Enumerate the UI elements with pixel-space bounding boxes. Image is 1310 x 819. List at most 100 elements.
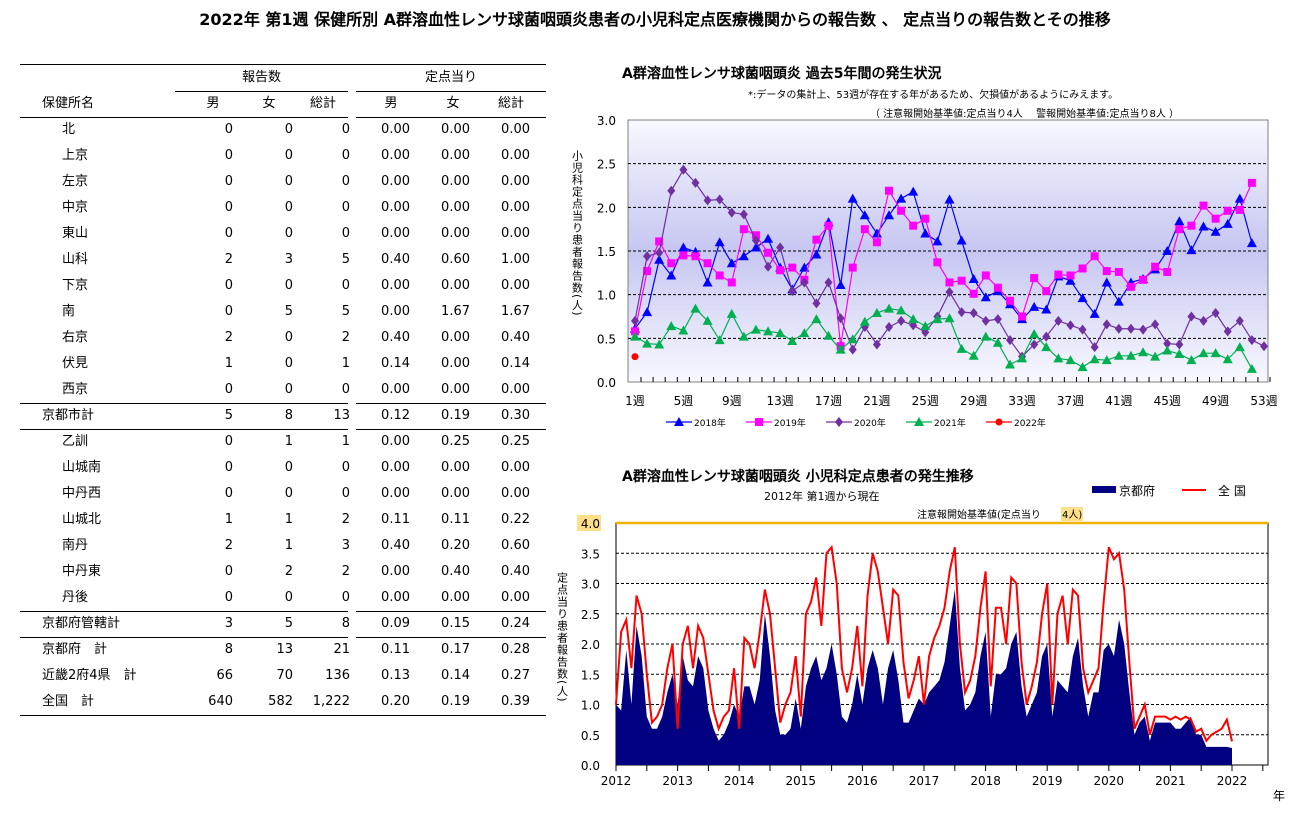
data-point (1211, 308, 1220, 319)
row-value: 3 (341, 538, 350, 553)
row-value: 0 (224, 200, 233, 215)
data-point (1139, 324, 1148, 335)
legend-marker (755, 418, 763, 426)
y-axis-label: 小児科定点当り患者報告数(人) (571, 150, 584, 317)
data-point (824, 277, 833, 288)
data-point (896, 193, 907, 203)
data-point (1053, 353, 1064, 363)
row-value: 0.60 (501, 538, 530, 553)
page-title: 2022年 第1週 保健所別 A群溶血性レンサ球菌咽頭炎患者の小児科定点医療機関… (199, 10, 1111, 29)
data-point (944, 194, 955, 204)
data-point (884, 210, 895, 220)
legend-marker (995, 418, 1003, 426)
row-value: 1 (341, 434, 350, 449)
row-value: 66 (216, 668, 233, 683)
data-point (969, 308, 978, 319)
row-value: 1.67 (441, 304, 470, 319)
data-point (703, 259, 712, 268)
data-point (871, 308, 882, 318)
data-point (933, 258, 942, 267)
data-point (1089, 308, 1100, 318)
data-point (811, 314, 822, 324)
row-value: 2 (224, 252, 233, 267)
row-value: 0.00 (441, 148, 470, 163)
row-value: 1 (284, 538, 293, 553)
row-value: 0.00 (501, 460, 530, 475)
row-value: 1 (224, 512, 233, 527)
divider (20, 64, 546, 65)
row-value: 0.00 (501, 278, 530, 293)
row-value: 0.00 (501, 122, 530, 137)
data-point (1210, 226, 1221, 236)
divider (356, 91, 546, 92)
data-point (969, 289, 978, 298)
data-point (667, 259, 676, 268)
threshold-highlight (1061, 507, 1083, 521)
data-point (1246, 363, 1257, 373)
data-point (738, 331, 749, 341)
data-point (654, 339, 665, 349)
data-point (847, 334, 858, 344)
row-value: 0.40 (501, 564, 530, 579)
data-point (1151, 319, 1160, 330)
row-value: 0 (224, 122, 233, 137)
data-point (835, 344, 846, 354)
row-value: 5 (341, 304, 350, 319)
row-name: 右京 (62, 330, 89, 345)
row-value: 0 (284, 148, 293, 163)
data-point (1101, 277, 1112, 287)
data-point (1113, 350, 1124, 360)
data-point (1102, 319, 1111, 330)
data-point (1151, 262, 1160, 271)
data-point (1113, 296, 1124, 306)
divider (20, 429, 348, 430)
divider (20, 715, 546, 716)
data-point (1077, 362, 1088, 372)
row-value: 0.25 (441, 434, 470, 449)
data-point (691, 177, 700, 188)
row-value: 0.19 (441, 694, 470, 709)
x-tick-label: 2016 (847, 774, 878, 788)
row-name: 左京 (62, 174, 89, 189)
row-name: 近畿2府4県 計 (42, 668, 137, 683)
data-point (1066, 271, 1075, 280)
row-value: 0.00 (441, 200, 470, 215)
row-value: 2 (341, 512, 350, 527)
row-name: 東山 (62, 226, 89, 241)
data-point (1018, 312, 1027, 321)
row-value: 1.67 (501, 304, 530, 319)
row-value: 0 (224, 486, 233, 501)
row-value: 0.40 (381, 330, 410, 345)
row-value: 0 (341, 122, 350, 137)
data-point (812, 298, 821, 309)
divider (356, 611, 546, 612)
data-point (1041, 342, 1052, 352)
data-point (896, 305, 907, 315)
row-name: 伏見 (62, 356, 89, 371)
data-point (1077, 293, 1088, 303)
data-point (654, 254, 665, 264)
data-point (631, 353, 639, 361)
data-point (1162, 246, 1173, 255)
data-point (703, 195, 712, 206)
row-value: 0.19 (441, 408, 470, 423)
data-point (859, 210, 870, 220)
data-point (715, 194, 724, 205)
x-tick-label: 33週 (1008, 394, 1035, 408)
row-value: 0.00 (441, 460, 470, 475)
data-point (1030, 339, 1039, 350)
data-point (1246, 238, 1257, 248)
row-value: 0.00 (381, 590, 410, 605)
divider (356, 637, 546, 638)
data-point (1187, 311, 1196, 322)
data-point (763, 326, 774, 336)
data-point (655, 237, 664, 246)
data-point (714, 335, 725, 345)
chart1-note: *:データの集計上、53週が存在する年があるため、欠損値があるようにみえます。 (748, 88, 1118, 101)
data-point (835, 280, 846, 290)
data-point (921, 214, 930, 223)
row-value: 0.00 (381, 122, 410, 137)
series-2021年 (630, 303, 1257, 373)
x-tick-label: 41週 (1105, 394, 1132, 408)
data-point (1054, 315, 1063, 326)
